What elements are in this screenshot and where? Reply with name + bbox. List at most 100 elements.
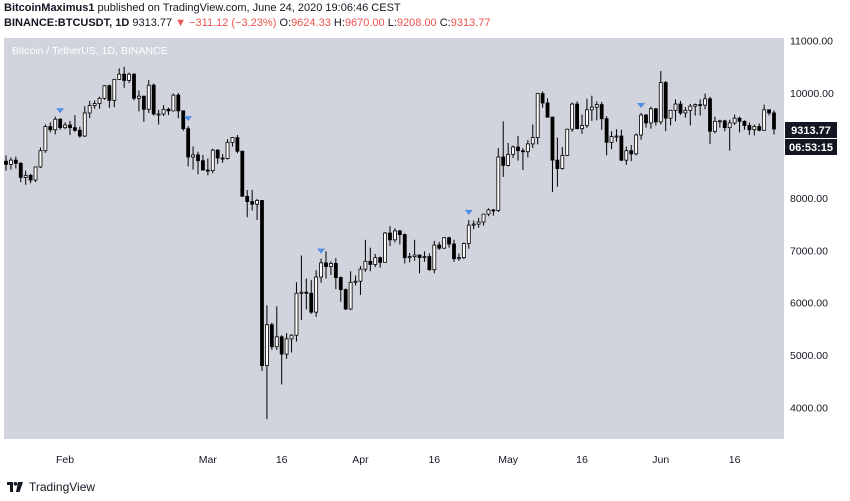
candle-2020-01-25 [28, 173, 33, 184]
candle-2020-06-05 [678, 100, 683, 116]
candle-2020-04-04 [373, 253, 378, 268]
candle-2020-05-04 [521, 148, 525, 171]
close-label: C: [439, 17, 451, 29]
candle-2020-04-21 [457, 253, 461, 261]
candle-2020-03-25 [324, 251, 328, 279]
candle-2020-04-28 [491, 208, 496, 216]
candle-2020-01-23 [18, 162, 23, 183]
open-value: 9624.33 [291, 17, 331, 29]
candle-2020-06-14 [722, 119, 727, 132]
x-tick-label: 16 [576, 454, 588, 466]
candle-2020-05-29 [644, 114, 648, 128]
candle-2020-05-19 [594, 101, 599, 121]
x-tick-label: Apr [352, 454, 369, 466]
candle-2020-05-08 [540, 91, 545, 108]
candle-2020-03-17 [284, 333, 289, 359]
footer-branding[interactable]: TradingView [6, 480, 95, 494]
candle-2020-05-02 [511, 145, 515, 159]
low-label: L: [387, 17, 397, 29]
open-label: O: [279, 17, 292, 29]
candle-2020-02-10 [107, 84, 112, 108]
candle-2020-04-13 [417, 254, 422, 274]
candle-2020-05-24 [619, 129, 624, 162]
candle-2020-03-27 [333, 258, 338, 290]
candle-2020-03-01 [205, 158, 210, 176]
candle-2020-05-23 [614, 129, 619, 142]
candle-2020-04-26 [481, 213, 486, 226]
candle-2020-05-07 [535, 93, 540, 145]
candle-2020-02-01 [63, 122, 67, 130]
symbol-label: BINANCE:BTCUSDT, 1D [4, 17, 130, 29]
last-price: 9313.77 [132, 17, 173, 29]
signal-marker-2020-04-23 [464, 209, 473, 215]
ohlc-header: BINANCE:BTCUSDT, 1D 9313.77 ▼ −311.12 (−… [4, 17, 491, 29]
y-tick-label: 6000.00 [790, 298, 828, 310]
candle-2020-01-30 [53, 116, 58, 135]
candle-2020-03-23 [314, 270, 319, 317]
candle-2020-06-09 [698, 99, 703, 116]
candle-2020-01-26 [33, 166, 38, 183]
candle-2020-03-06 [230, 137, 235, 147]
candle-2020-06-16 [732, 114, 737, 126]
candle-2020-02-27 [191, 146, 195, 170]
tradingview-logo-icon [7, 482, 23, 492]
candle-2020-03-28 [338, 276, 343, 302]
candle-2020-02-07 [92, 100, 97, 109]
candle-2020-04-14 [422, 251, 427, 262]
candle-2020-02-08 [97, 96, 102, 109]
candle-2020-02-14 [127, 72, 131, 84]
last-price-value: 9313.77 [791, 125, 831, 137]
candle-2020-06-08 [693, 103, 698, 116]
candle-2020-06-22 [762, 104, 767, 131]
candle-2020-03-03 [215, 149, 220, 164]
candle-2020-06-19 [747, 122, 752, 135]
close-value: 9313.77 [450, 17, 491, 29]
candle-2020-04-23 [466, 219, 471, 249]
candle-2020-04-20 [452, 239, 456, 262]
candle-2020-04-27 [486, 208, 491, 217]
last-price-label: 9313.77 [785, 122, 837, 138]
y-tick-label: 7000.00 [790, 245, 828, 257]
candle-2020-02-13 [122, 66, 127, 88]
candle-2020-06-18 [742, 120, 747, 130]
publish-info: BitcoinMaximus1 published on TradingView… [4, 2, 401, 14]
candle-2020-04-06 [383, 231, 387, 263]
change-value: −311.12 (−3.23%) [189, 17, 277, 29]
candle-2020-03-19 [294, 282, 299, 342]
author-name[interactable]: BitcoinMaximus1 [4, 2, 95, 14]
candle-2020-01-29 [48, 122, 53, 133]
candle-2020-06-03 [668, 109, 673, 126]
candle-2020-05-21 [604, 116, 609, 156]
change-arrow: ▼ [175, 17, 187, 29]
candle-2020-03-09 [245, 190, 250, 218]
candle-2020-02-11 [112, 78, 117, 108]
candle-2020-03-15 [274, 306, 279, 350]
candle-2020-06-01 [658, 71, 663, 125]
x-tick-label: 16 [276, 454, 288, 466]
candle-2020-05-11 [555, 137, 560, 187]
candle-2020-04-10 [402, 233, 407, 264]
candle-2020-02-24 [176, 93, 181, 119]
candle-2020-02-09 [102, 85, 107, 100]
candle-2020-03-24 [319, 258, 323, 283]
candle-2020-02-15 [132, 73, 136, 101]
candle-2020-02-19 [151, 83, 156, 116]
candle-2020-03-05 [225, 139, 230, 160]
candle-2020-04-15 [427, 253, 432, 271]
candle-2020-05-17 [585, 98, 589, 129]
x-tick-label: Jun [652, 454, 669, 466]
y-tick-label: 10000.00 [790, 88, 834, 100]
candle-2020-05-12 [560, 147, 565, 170]
candle-2020-05-05 [525, 140, 530, 158]
candle-2020-04-19 [447, 236, 451, 248]
candle-2020-05-25 [624, 146, 629, 165]
candle-2020-05-16 [580, 114, 584, 134]
candle-2020-02-03 [73, 115, 77, 132]
candle-2020-03-22 [309, 280, 314, 314]
x-tick-label: Mar [199, 454, 218, 466]
candle-2020-03-16 [279, 335, 284, 385]
candle-2020-05-20 [599, 101, 604, 130]
candle-2020-05-30 [649, 106, 653, 129]
candle-2020-05-15 [575, 101, 579, 130]
